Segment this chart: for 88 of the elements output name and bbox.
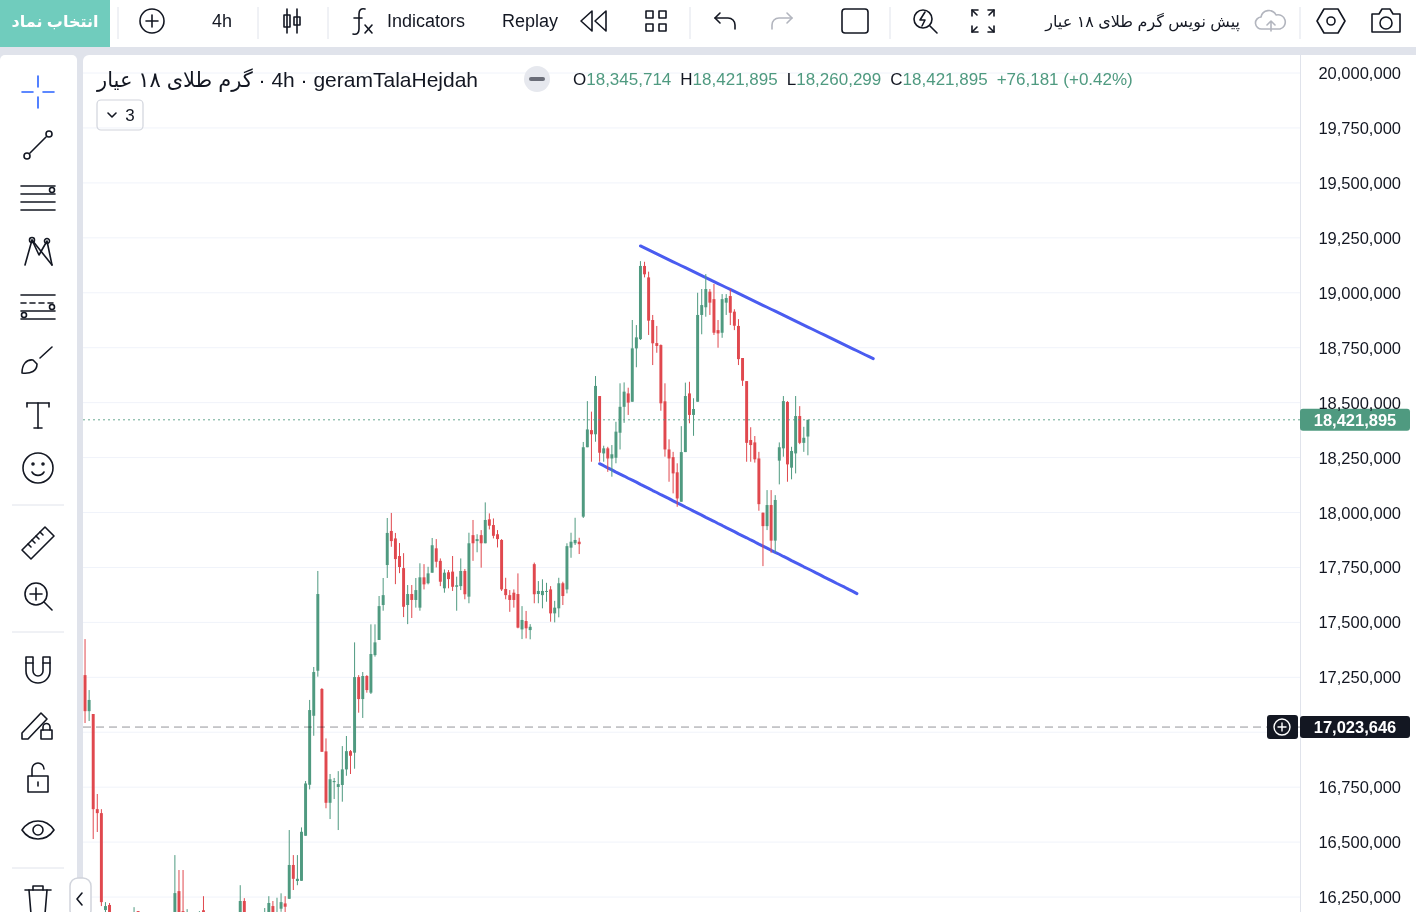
candlestick	[479, 529, 483, 569]
candlestick	[545, 582, 548, 603]
candlestick	[344, 735, 348, 777]
candlestick	[133, 906, 135, 912]
y-tick-label: 18,250,000	[1318, 448, 1401, 467]
candlestick	[508, 589, 512, 613]
candlestick	[398, 542, 401, 574]
y-tick-label: 19,750,000	[1318, 118, 1401, 137]
candlestick	[186, 908, 188, 912]
annotation: +76,181 (+0.42%)	[996, 69, 1133, 89]
candlestick	[279, 892, 283, 912]
candlestick	[491, 517, 495, 539]
candlestick	[524, 610, 528, 639]
candlestick	[87, 689, 91, 722]
text: انتخاب نماد	[11, 12, 99, 30]
candlestick	[687, 381, 691, 424]
candlestick	[406, 584, 410, 625]
y-tick-label: 20,000,000	[1318, 64, 1401, 83]
annotation: L18,260,299	[786, 69, 882, 89]
text: گرم طلای ۱۸ عیار · 4h · geramTalaHejdah	[96, 67, 479, 92]
candlestick	[549, 585, 553, 623]
candlestick	[671, 451, 675, 494]
text: پیش نویس گرم طلای ۱۸ عیار	[1044, 11, 1240, 32]
y-tick-label: 18,500,000	[1318, 393, 1401, 412]
annotation: O18,345,714	[573, 69, 672, 89]
candlestick	[349, 749, 352, 775]
candlestick	[483, 501, 487, 544]
line-series	[638, 244, 875, 361]
candlestick	[561, 581, 565, 606]
candlestick	[704, 273, 708, 318]
candlestick	[540, 578, 544, 609]
y-tick-label: 19,250,000	[1318, 228, 1401, 247]
candlestick	[475, 533, 479, 553]
candlestick	[573, 517, 577, 546]
candlestick	[442, 568, 446, 594]
candlestick	[606, 446, 610, 473]
y-tick-label: 19,500,000	[1318, 173, 1401, 192]
candlestick	[802, 426, 806, 453]
candlestick	[271, 900, 275, 912]
candlestick	[328, 773, 332, 820]
y-tick-label: 16,750,000	[1318, 778, 1401, 797]
y-tick-label: 17,750,000	[1318, 558, 1401, 577]
candlestick	[626, 387, 630, 416]
line-series	[598, 462, 859, 596]
candlestick	[459, 557, 463, 591]
candlestick	[276, 897, 278, 912]
candlestick	[463, 568, 467, 600]
candlestick	[716, 319, 720, 349]
ref-line-label: 17,023,646	[1313, 718, 1397, 737]
candlestick	[393, 532, 397, 585]
candlestick	[291, 854, 295, 891]
candlestick	[504, 577, 508, 600]
candlestick	[700, 288, 704, 335]
candlestick	[361, 671, 365, 719]
text: Indicators	[387, 11, 466, 31]
candlestick	[381, 577, 385, 612]
annotation: H18,421,895	[680, 69, 778, 89]
text: Replay	[502, 11, 559, 31]
y-tick-label: 16,250,000	[1318, 888, 1401, 907]
annotation: C18,421,895	[890, 69, 988, 89]
candlestick	[536, 580, 540, 604]
y-tick-label: 18,000,000	[1318, 503, 1401, 522]
candlestick	[181, 869, 185, 912]
y-tick-label: 17,500,000	[1318, 613, 1401, 632]
candlestick	[332, 777, 336, 800]
text: 4h	[211, 11, 233, 31]
candlestick	[414, 577, 418, 609]
annotation: 3	[125, 105, 135, 125]
candlestick	[202, 895, 205, 912]
candlestick	[173, 854, 177, 912]
candlestick	[589, 411, 593, 463]
candlestick	[451, 555, 455, 592]
y-tick-label: 19,000,000	[1318, 283, 1401, 302]
candlestick	[264, 907, 266, 912]
candlestick	[336, 770, 340, 831]
candlestick	[238, 884, 242, 912]
ref-line-label: 18,421,895	[1313, 410, 1397, 429]
candlestick	[95, 793, 99, 833]
candlestick	[340, 745, 344, 803]
candlestick	[447, 569, 450, 589]
candlestick	[765, 489, 769, 531]
candlestick	[410, 584, 414, 619]
y-tick-label: 16,500,000	[1318, 833, 1401, 852]
y-tick-label: 18,750,000	[1318, 338, 1401, 357]
candlestick	[728, 288, 732, 326]
y-tick-label: 17,250,000	[1318, 668, 1401, 687]
candlestick	[357, 674, 361, 714]
candlestick	[761, 512, 765, 567]
